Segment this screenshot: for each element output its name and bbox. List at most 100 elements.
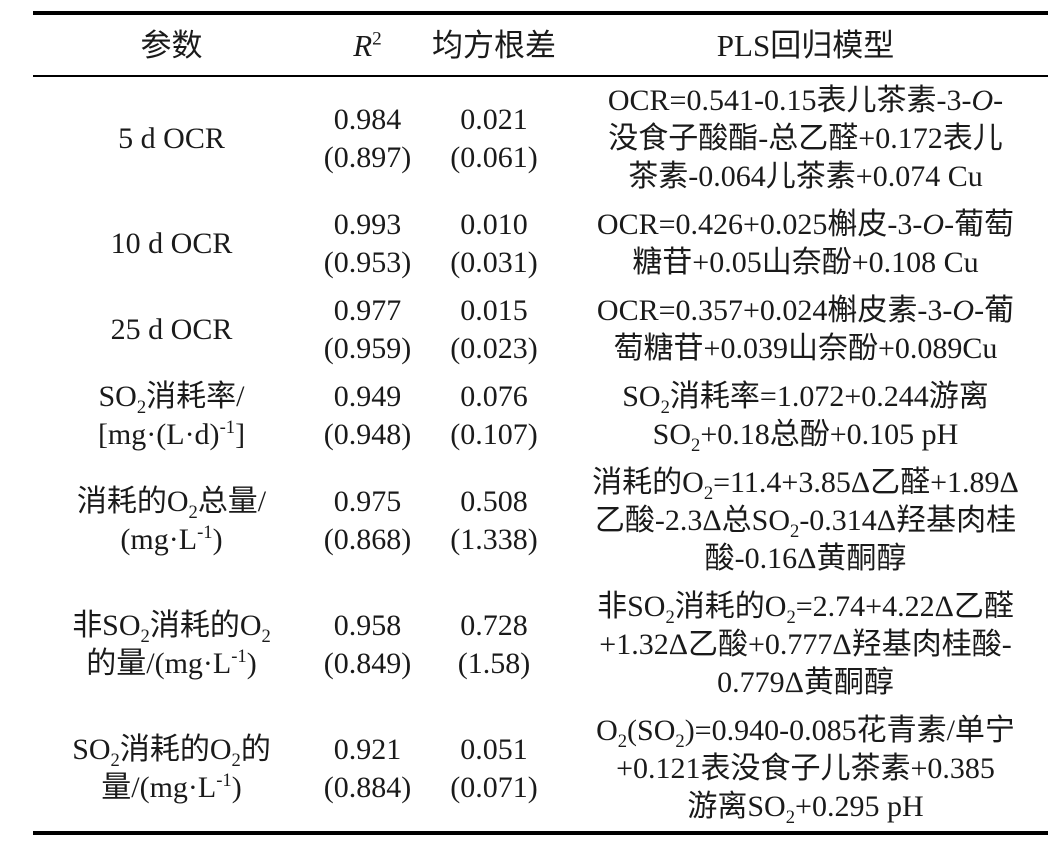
text-line: SO2消耗的O2的 [72,733,271,771]
r2-cell: 0.921 (0.884) [310,707,425,833]
col-header-r2: R2 [310,13,425,77]
table-row: 5 d OCR 0.984 (0.897) 0.021 (0.061) OCR=0.541… [33,76,1048,201]
text-line: 0.010 [460,208,528,241]
text-line: +1.32Δ乙酸+0.777Δ羟基肉桂酸- [599,628,1012,661]
text-line: (0.071) [450,771,538,804]
text-line: 0.975 [333,485,402,518]
text-line: (mg·L-1) [120,522,223,556]
table-body: 5 d OCR 0.984 (0.897) 0.021 (0.061) OCR=0.541… [33,76,1048,833]
rmse-cell: 0.728 (1.58) [425,583,563,707]
model-cell: 消耗的O2=11.4+3.85Δ乙醛+1.89Δ 乙酸-2.3Δ总SO2-0.31… [563,459,1048,583]
r2-cell: 0.949 (0.948) [310,373,425,459]
param-cell: 消耗的O2总量/(mg·L-1) [33,459,310,583]
text-line: 消耗的O2总量/ [76,485,267,523]
text-line: SO2消耗率/ [98,380,245,418]
text-line: 游离SO2+0.295 pH [687,790,924,828]
param-cell: SO2消耗率/[mg·(L·d)-1] [33,373,310,459]
col-header-param: 参数 [33,13,310,77]
text-line: 消耗的O2=11.4+3.85Δ乙醛+1.89Δ [592,466,1019,504]
text-line: 0.779Δ黄酮醇 [717,666,894,699]
text-line: 没食子酸酯-总乙醛+0.172表儿 [608,122,1003,155]
model-cell: SO2消耗率=1.072+0.244游离 SO2+0.18总酚+0.105 pH [563,373,1048,459]
text-line: (0.107) [450,418,538,451]
param-cell: 25 d OCR [33,287,310,373]
text-line: R2 [353,28,382,63]
text-line: 0.958 [333,609,402,642]
text-line: 0.949 [333,380,402,413]
text-line: 糖苷+0.05山奈酚+0.108 Cu [632,246,979,279]
text-line: (0.023) [450,332,538,365]
r2-cell: 0.975 (0.868) [310,459,425,583]
text-line: 参数 [140,28,203,63]
text-line: OCR=0.541-0.15表儿茶素-3-O- [607,84,1004,117]
text-line: SO2消耗率=1.072+0.244游离 [622,380,989,418]
text-line: 5 d OCR [118,122,225,155]
param-cell: 5 d OCR [33,76,310,201]
text-line: PLS回归模型 [716,28,895,63]
text-line: 茶素-0.064儿茶素+0.074 Cu [628,160,983,193]
rmse-cell: 0.051 (0.071) [425,707,563,833]
r2-cell: 0.977 (0.959) [310,287,425,373]
table-row: 消耗的O2总量/(mg·L-1) 0.975 (0.868) 0.508 (1.338)… [33,459,1048,583]
model-cell: OCR=0.357+0.024槲皮素-3-O-葡 萄糖苷+0.039山奈酚+0.0… [563,287,1048,373]
text-line: (1.338) [450,523,538,556]
text-line: 乙酸-2.3Δ总SO2-0.314Δ羟基肉桂 [594,504,1017,542]
rmse-cell: 0.010 (0.031) [425,201,563,287]
table-row: 非SO2消耗的O2 的量/(mg·L-1) 0.958 (0.849) 0.728 (1.… [33,583,1048,707]
rmse-cell: 0.015 (0.023) [425,287,563,373]
text-line: 0.021 [460,103,528,136]
text-line: (0.953) [323,246,412,279]
text-line: (0.849) [323,647,412,680]
text-line: 非SO2消耗的O2=2.74+4.22Δ乙醛 [597,590,1014,628]
text-line: 0.984 [333,103,402,136]
table-row: 10 d OCR 0.993 (0.953) 0.010 (0.031) OCR=0.42… [33,201,1048,287]
text-line: (0.868) [323,523,412,556]
model-cell: 非SO2消耗的O2=2.74+4.22Δ乙醛 +1.32Δ乙酸+0.777Δ羟基肉… [563,583,1048,707]
col-header-model: PLS回归模型 [563,13,1048,77]
param-cell: 10 d OCR [33,201,310,287]
text-line: (0.897) [323,141,412,174]
text-line: OCR=0.357+0.024槲皮素-3-O-葡 [596,294,1015,327]
text-line: +0.121表没食子儿茶素+0.385 [616,752,995,785]
text-line: 0.993 [333,208,402,241]
text-line: (1.58) [457,647,531,680]
text-line: (0.031) [450,246,538,279]
text-line: 10 d OCR [110,227,233,260]
text-line: [mg·(L·d)-1] [97,417,246,451]
text-line: 酸-0.16Δ黄酮醇 [704,542,907,575]
model-cell: O2(SO2)=0.940-0.085花青素/单宁 +0.121表没食子儿茶素+0… [563,707,1048,833]
model-cell: OCR=0.426+0.025槲皮-3-O-葡萄 糖苷+0.05山奈酚+0.108… [563,201,1048,287]
text-line: 25 d OCR [110,313,233,346]
text-line: (0.959) [323,332,412,365]
text-line: 0.921 [333,733,402,766]
rmse-cell: 0.508 (1.338) [425,459,563,583]
rmse-cell: 0.076 (0.107) [425,373,563,459]
model-cell: OCR=0.541-0.15表儿茶素-3-O- 没食子酸酯-总乙醛+0.172表儿… [563,76,1048,201]
text-line: 均方根差 [432,28,556,63]
text-line: 非SO2消耗的O2 [72,609,271,647]
text-line: 0.728 [460,609,528,642]
header-row: 参数 R2 均方根差 PLS回归模型 [33,13,1048,77]
text-line: (0.884) [323,771,412,804]
param-cell: SO2消耗的O2的 量/(mg·L-1) [33,707,310,833]
text-line: (0.948) [323,418,412,451]
table-row: 25 d OCR 0.977 (0.959) 0.015 (0.023) OCR=0.35… [33,287,1048,373]
text-line: O2(SO2)=0.940-0.085花青素/单宁 [596,714,1015,752]
text-line: 0.051 [460,733,528,766]
text-line: (0.061) [450,141,538,174]
pls-regression-table: 参数 R2 均方根差 PLS回归模型 5 d OCR 0.984 (0.897) 0.… [33,11,1048,835]
text-line: SO2+0.18总酚+0.105 pH [652,418,959,456]
r2-cell: 0.993 (0.953) [310,201,425,287]
text-line: 的量/(mg·L-1) [86,646,257,680]
text-line: 萄糖苷+0.039山奈酚+0.089Cu [613,332,998,365]
rmse-cell: 0.021 (0.061) [425,76,563,201]
param-cell: 非SO2消耗的O2 的量/(mg·L-1) [33,583,310,707]
text-line: 0.508 [460,485,528,518]
text-line: 0.015 [460,294,528,327]
text-line: 0.076 [460,380,528,413]
col-header-rmse: 均方根差 [425,13,563,77]
table-row: SO2消耗的O2的 量/(mg·L-1) 0.921 (0.884) 0.051 (0.0… [33,707,1048,833]
text-line: 量/(mg·L-1) [101,770,242,804]
text-line: OCR=0.426+0.025槲皮-3-O-葡萄 [596,208,1015,241]
